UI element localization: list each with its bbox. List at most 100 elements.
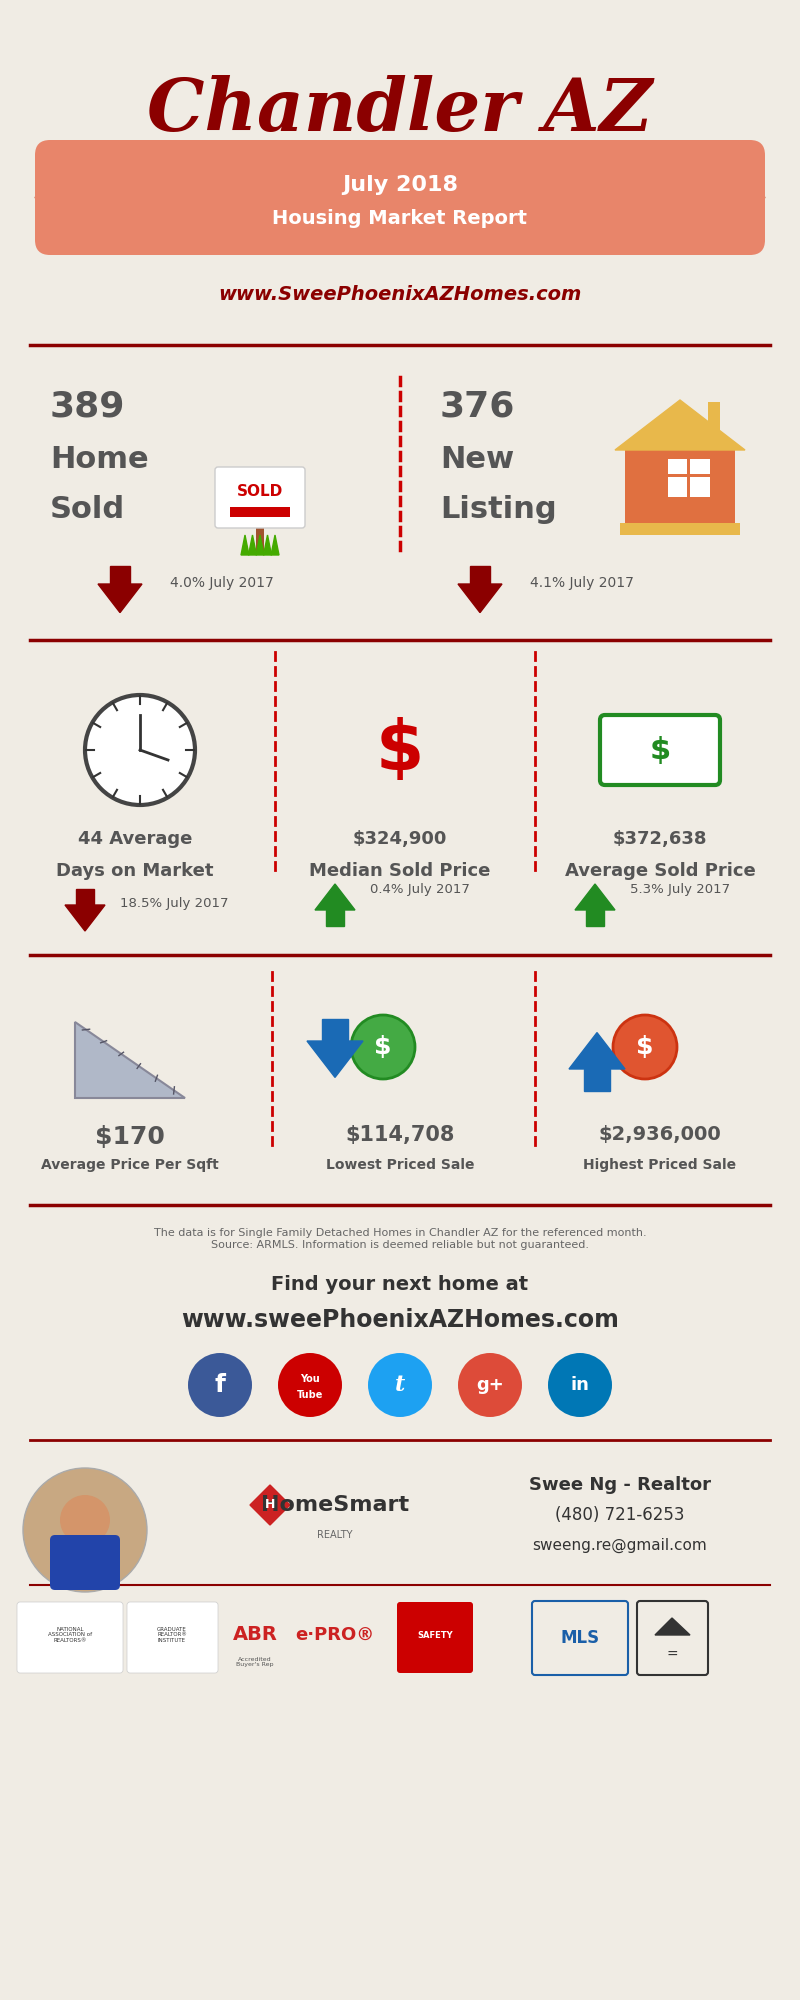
Polygon shape (458, 584, 502, 612)
Polygon shape (715, 154, 765, 240)
Text: Home: Home (50, 446, 149, 474)
Polygon shape (65, 904, 105, 932)
Text: New: New (440, 446, 514, 474)
FancyBboxPatch shape (215, 466, 305, 528)
Text: $324,900: $324,900 (353, 830, 447, 848)
Circle shape (85, 696, 195, 804)
FancyBboxPatch shape (127, 1602, 218, 1672)
Circle shape (458, 1352, 522, 1416)
Polygon shape (76, 888, 94, 904)
Polygon shape (271, 534, 279, 554)
Text: GRADUATE
REALTOR®
INSTITUTE: GRADUATE REALTOR® INSTITUTE (157, 1626, 187, 1644)
Polygon shape (326, 910, 344, 926)
Text: Listing: Listing (440, 494, 557, 524)
Text: 4.0% July 2017: 4.0% July 2017 (170, 576, 274, 590)
Text: t: t (395, 1374, 405, 1396)
Bar (625, 450, 735, 524)
Text: Days on Market: Days on Market (56, 862, 214, 880)
Polygon shape (575, 884, 615, 910)
FancyBboxPatch shape (17, 1602, 123, 1672)
Text: $2,936,000: $2,936,000 (598, 1124, 722, 1144)
Text: $372,638: $372,638 (613, 830, 707, 848)
Text: in: in (570, 1376, 590, 1394)
Text: Housing Market Report: Housing Market Report (273, 210, 527, 228)
Polygon shape (322, 1018, 347, 1040)
Text: 4.1% July 2017: 4.1% July 2017 (530, 576, 634, 590)
Text: 376: 376 (440, 390, 515, 424)
Text: 0.4% July 2017: 0.4% July 2017 (370, 884, 470, 896)
Polygon shape (584, 1068, 610, 1092)
FancyBboxPatch shape (35, 140, 765, 254)
Polygon shape (569, 1032, 625, 1068)
Circle shape (60, 1496, 110, 1544)
Text: $: $ (376, 716, 424, 784)
Polygon shape (263, 534, 271, 554)
Text: Average Price Per Sqft: Average Price Per Sqft (41, 1158, 219, 1172)
Text: HomeSmart: HomeSmart (261, 1496, 409, 1516)
Polygon shape (615, 400, 745, 450)
Bar (256, 470, 264, 554)
Text: www.SweePhoenixAZHomes.com: www.SweePhoenixAZHomes.com (218, 286, 582, 304)
Circle shape (23, 1468, 147, 1592)
Polygon shape (35, 154, 85, 240)
Bar (620, 522, 740, 534)
Text: Find your next home at: Find your next home at (271, 1276, 529, 1294)
Text: $: $ (636, 1036, 654, 1060)
Bar (668, 460, 710, 496)
Polygon shape (470, 566, 490, 584)
Text: You: You (300, 1374, 320, 1384)
Polygon shape (256, 534, 264, 554)
Polygon shape (241, 534, 249, 554)
Circle shape (613, 1016, 677, 1080)
Polygon shape (315, 884, 355, 910)
Text: Average Sold Price: Average Sold Price (565, 862, 755, 880)
Bar (708, 402, 720, 430)
Polygon shape (250, 1484, 290, 1524)
Text: $114,708: $114,708 (346, 1124, 454, 1144)
Text: Tube: Tube (297, 1390, 323, 1400)
Text: SAFETY: SAFETY (417, 1630, 453, 1640)
Bar (230, 506, 290, 516)
Text: sweeng.re@gmail.com: sweeng.re@gmail.com (533, 1538, 707, 1552)
Text: www.sweePhoenixAZHomes.com: www.sweePhoenixAZHomes.com (181, 1308, 619, 1332)
Text: g+: g+ (476, 1376, 504, 1394)
Text: ABR: ABR (233, 1626, 278, 1644)
Text: Swee Ng - Realtor: Swee Ng - Realtor (529, 1476, 711, 1494)
Text: (480) 721-6253: (480) 721-6253 (555, 1506, 685, 1524)
Polygon shape (586, 910, 604, 926)
Text: Chandler AZ: Chandler AZ (147, 74, 653, 146)
Text: 18.5% July 2017: 18.5% July 2017 (120, 896, 229, 910)
Polygon shape (75, 1022, 185, 1098)
Circle shape (368, 1352, 432, 1416)
Polygon shape (307, 1040, 363, 1078)
Text: Accredited
Buyer's Rep: Accredited Buyer's Rep (236, 1656, 274, 1668)
FancyBboxPatch shape (600, 716, 720, 786)
Polygon shape (249, 534, 257, 554)
Text: f: f (214, 1372, 226, 1396)
Text: 44 Average: 44 Average (78, 830, 192, 848)
Text: Sold: Sold (50, 494, 125, 524)
Polygon shape (655, 1618, 690, 1636)
Text: Median Sold Price: Median Sold Price (310, 862, 490, 880)
FancyBboxPatch shape (397, 1602, 473, 1672)
Bar (668, 474, 710, 476)
Text: $: $ (374, 1036, 392, 1060)
Polygon shape (98, 584, 142, 612)
Text: REALTY: REALTY (318, 1530, 353, 1540)
Polygon shape (110, 566, 130, 584)
Text: 5.3% July 2017: 5.3% July 2017 (630, 884, 730, 896)
Text: The data is for Single Family Detached Homes in Chandler AZ for the referenced m: The data is for Single Family Detached H… (154, 1228, 646, 1250)
Circle shape (188, 1352, 252, 1416)
Text: Lowest Priced Sale: Lowest Priced Sale (326, 1158, 474, 1172)
Bar (687, 460, 690, 496)
Text: SOLD: SOLD (237, 484, 283, 500)
Text: 389: 389 (50, 390, 126, 424)
Text: NATIONAL
ASSOCIATION of
REALTORS®: NATIONAL ASSOCIATION of REALTORS® (48, 1626, 92, 1644)
Text: =: = (666, 1648, 678, 1662)
Text: MLS: MLS (561, 1628, 599, 1648)
Bar (215, 470, 305, 478)
Text: $: $ (650, 736, 670, 764)
Circle shape (278, 1352, 342, 1416)
Text: Highest Priced Sale: Highest Priced Sale (583, 1158, 737, 1172)
Circle shape (548, 1352, 612, 1416)
